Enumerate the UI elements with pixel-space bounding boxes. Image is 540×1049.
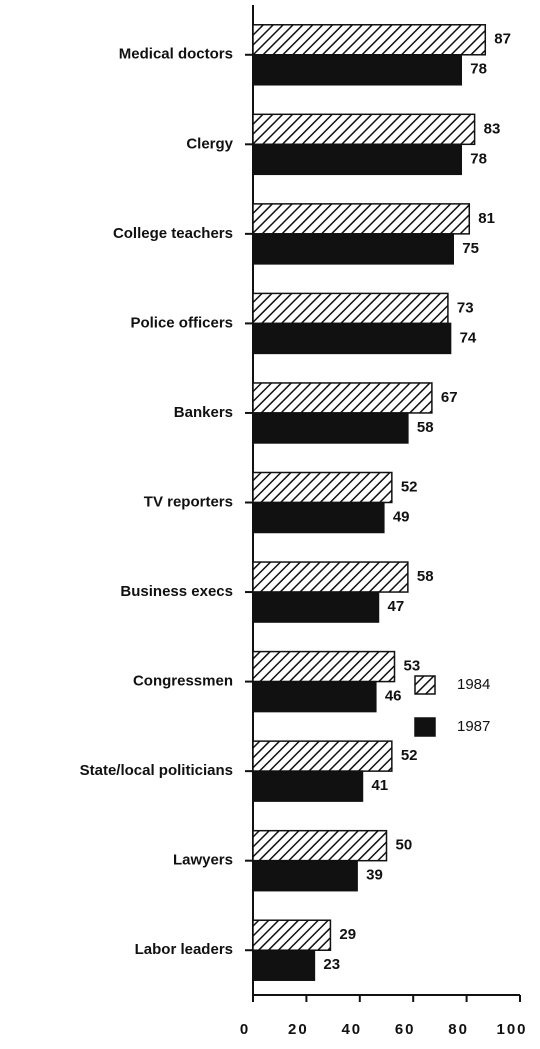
bar: [252, 859, 358, 892]
bar: [252, 949, 316, 981]
bar-value-label: 39: [366, 867, 383, 884]
bar-value-label: 87: [494, 31, 511, 48]
bar-value-label: 52: [401, 478, 418, 495]
bar: [252, 143, 463, 176]
bar-value-label: 75: [462, 240, 479, 257]
y-tick-label: Congressmen: [133, 673, 233, 690]
x-tick-label: 20: [288, 1021, 309, 1038]
y-tick-label: Medical doctors: [119, 46, 233, 63]
bar: [252, 829, 388, 862]
y-tick-label: Clergy: [186, 135, 233, 152]
bar: [252, 233, 454, 265]
bar: [252, 591, 380, 623]
y-tick-label: State/local politicians: [80, 762, 233, 779]
legend-label: 1984: [457, 676, 490, 693]
bar-value-label: 58: [417, 419, 434, 436]
bar-value-label: 47: [387, 598, 404, 615]
bar: [252, 113, 476, 146]
bar: [252, 471, 393, 504]
y-tick-label: College teachers: [113, 225, 233, 242]
bar-value-label: 50: [396, 837, 413, 854]
bar-value-label: 52: [401, 747, 418, 764]
y-tick-label: Business execs: [120, 583, 233, 600]
bar-value-label: 78: [470, 150, 487, 167]
bar: [252, 501, 385, 534]
y-tick-label: TV reporters: [144, 493, 233, 510]
bar: [252, 650, 396, 683]
bar: [252, 412, 409, 444]
bar: [252, 54, 463, 86]
x-tick-label: 40: [341, 1021, 362, 1038]
y-tick-label: Labor leaders: [135, 941, 233, 958]
legend-swatch: [414, 675, 436, 695]
bar: [252, 24, 487, 56]
bar-value-label: 29: [339, 926, 356, 943]
bar: [252, 203, 471, 235]
bar-value-label: 74: [460, 329, 477, 346]
bar-value-label: 78: [470, 61, 487, 78]
bar-value-label: 73: [457, 299, 474, 316]
x-tick-label: 80: [448, 1021, 469, 1038]
bar-value-label: 81: [478, 210, 495, 227]
bar: [252, 770, 364, 802]
bar-value-label: 41: [371, 777, 388, 794]
y-tick-label: Police officers: [130, 314, 233, 331]
legend-label: 1987: [457, 718, 490, 735]
x-tick-label: 0: [240, 1021, 250, 1038]
bar: [252, 382, 433, 414]
bar-value-label: 46: [385, 688, 402, 705]
bar: [252, 561, 409, 593]
bar: [252, 680, 377, 713]
bar-value-label: 83: [484, 120, 501, 137]
bar-value-label: 49: [393, 508, 410, 525]
y-tick-label: Bankers: [174, 404, 233, 421]
bar-value-label: 58: [417, 568, 434, 585]
y-tick-label: Lawyers: [173, 852, 233, 869]
bar: [252, 740, 393, 772]
bar-value-label: 67: [441, 389, 458, 406]
bar-value-label: 23: [323, 956, 340, 973]
bar: [252, 322, 452, 355]
x-tick-label: 100: [496, 1021, 527, 1038]
legend-swatch: [414, 717, 436, 737]
bar-value-label: 53: [404, 658, 421, 675]
bar: [252, 292, 449, 325]
x-tick-label: 60: [395, 1021, 416, 1038]
bar: [252, 919, 332, 951]
